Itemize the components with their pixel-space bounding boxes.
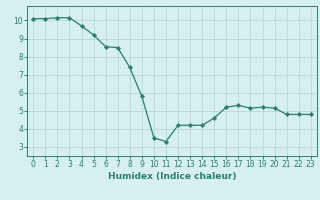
- X-axis label: Humidex (Indice chaleur): Humidex (Indice chaleur): [108, 172, 236, 181]
